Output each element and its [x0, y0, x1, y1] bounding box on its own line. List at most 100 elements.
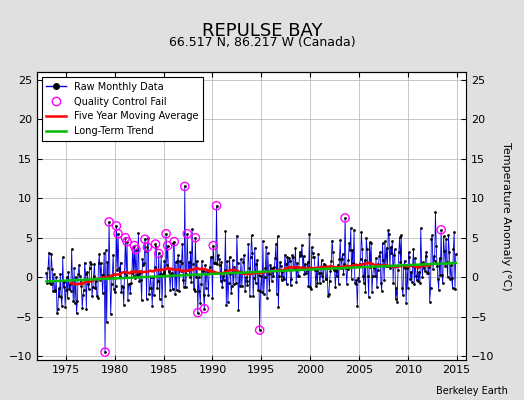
Point: [132, 246, 140, 253]
Point: [61, 303, 69, 310]
Point: [420, 265, 428, 272]
Point: [234, 260, 242, 266]
Point: [389, 279, 397, 286]
Point: [199, 268, 207, 274]
Point: [337, 265, 345, 271]
Point: [101, 349, 109, 355]
Point: [334, 262, 342, 268]
Point: [225, 280, 233, 287]
Point: [187, 249, 195, 255]
Point: [42, 270, 51, 276]
Point: [348, 247, 357, 254]
Point: [118, 283, 126, 289]
Point: [51, 287, 60, 294]
Point: [216, 278, 225, 284]
Point: [396, 259, 405, 265]
Point: [200, 306, 209, 312]
Point: [105, 219, 113, 225]
Point: [412, 276, 421, 283]
Point: [123, 238, 131, 245]
Point: [117, 289, 126, 296]
Point: [144, 234, 152, 241]
Point: [416, 280, 424, 286]
Point: [255, 272, 263, 278]
Point: [78, 304, 86, 311]
Point: [115, 265, 123, 271]
Point: [204, 292, 213, 298]
Point: [246, 293, 254, 300]
Point: [147, 285, 156, 291]
Point: [363, 245, 372, 252]
Point: [256, 288, 265, 294]
Point: [193, 258, 201, 264]
Point: [278, 269, 287, 276]
Point: [103, 319, 111, 325]
Point: [106, 311, 115, 318]
Point: [181, 183, 189, 190]
Point: [244, 240, 253, 247]
Point: [53, 310, 61, 316]
Point: [437, 227, 445, 233]
Point: [254, 287, 262, 293]
Point: [380, 277, 388, 284]
Point: [443, 274, 452, 280]
Point: [288, 252, 297, 258]
Point: [47, 251, 56, 257]
Point: [206, 254, 215, 260]
Point: [114, 230, 122, 237]
Point: [241, 288, 249, 294]
Point: [409, 263, 417, 269]
Point: [184, 259, 193, 265]
Point: [256, 327, 264, 333]
Point: [349, 260, 357, 266]
Point: [371, 273, 379, 280]
Point: [191, 234, 200, 241]
Point: [171, 291, 179, 298]
Point: [115, 273, 124, 280]
Point: [187, 278, 195, 285]
Point: [390, 246, 399, 252]
Point: [124, 297, 132, 304]
Point: [392, 285, 400, 292]
Point: [219, 273, 227, 280]
Point: [345, 239, 353, 246]
Point: [292, 278, 300, 285]
Point: [403, 265, 411, 271]
Point: [223, 258, 231, 264]
Point: [319, 278, 328, 284]
Point: [440, 233, 448, 240]
Point: [432, 242, 441, 249]
Point: [359, 273, 367, 279]
Point: [391, 295, 400, 302]
Text: REPULSE BAY: REPULSE BAY: [202, 22, 322, 40]
Point: [393, 299, 401, 305]
Point: [272, 240, 280, 247]
Point: [361, 256, 369, 263]
Point: [137, 277, 145, 283]
Point: [343, 280, 351, 287]
Point: [74, 271, 82, 278]
Point: [374, 261, 383, 268]
Point: [172, 259, 180, 265]
Point: [369, 263, 378, 270]
Point: [368, 273, 377, 279]
Point: [131, 274, 139, 281]
Point: [194, 310, 202, 316]
Point: [321, 262, 329, 268]
Point: [287, 276, 296, 282]
Point: [316, 270, 325, 277]
Point: [165, 268, 173, 275]
Point: [100, 250, 108, 256]
Point: [421, 252, 430, 259]
Point: [290, 264, 299, 270]
Point: [434, 286, 443, 293]
Point: [334, 280, 343, 287]
Point: [200, 306, 209, 312]
Point: [72, 310, 81, 316]
Point: [190, 285, 198, 292]
Point: [308, 244, 316, 250]
Point: [353, 303, 362, 310]
Point: [434, 276, 442, 282]
Point: [324, 293, 332, 299]
Point: [399, 264, 408, 271]
